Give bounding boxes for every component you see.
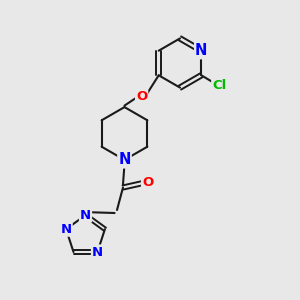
Text: Cl: Cl — [212, 79, 226, 92]
Text: O: O — [136, 90, 147, 103]
Text: N: N — [195, 43, 208, 58]
Text: O: O — [142, 176, 153, 189]
Text: N: N — [80, 208, 91, 222]
Text: N: N — [92, 245, 103, 259]
Text: N: N — [61, 223, 72, 236]
Text: N: N — [118, 152, 131, 167]
